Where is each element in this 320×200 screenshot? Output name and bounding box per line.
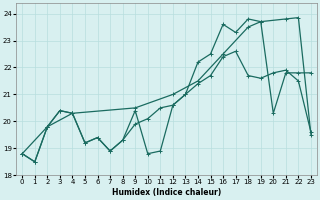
X-axis label: Humidex (Indice chaleur): Humidex (Indice chaleur) <box>112 188 221 197</box>
